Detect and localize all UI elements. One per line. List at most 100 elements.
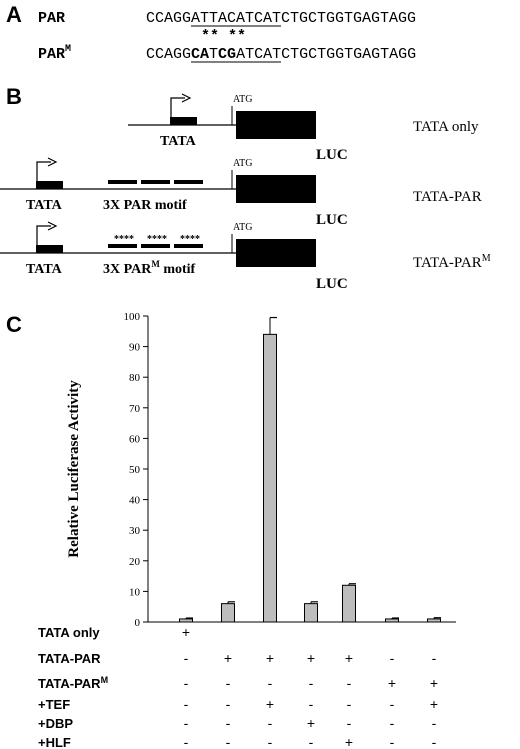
condition-mark: + xyxy=(430,696,438,712)
arrow-head-icon xyxy=(181,93,192,103)
condition-mark: - xyxy=(347,696,352,712)
condition-mark: - xyxy=(268,715,273,731)
condition-mark: - xyxy=(432,650,437,666)
condition-mark: - xyxy=(184,734,189,749)
bar xyxy=(304,603,318,623)
condition-mark: - xyxy=(309,696,314,712)
atg-label: ATG xyxy=(233,94,252,105)
condition-mark: - xyxy=(184,696,189,712)
condition-mark: - xyxy=(309,675,314,691)
condition-mark: - xyxy=(347,715,352,731)
bar xyxy=(427,618,441,623)
y-tick-label: 20 xyxy=(129,556,141,568)
atg-label: ATG xyxy=(233,222,252,233)
transcription-start-arrow xyxy=(170,97,185,117)
condition-label: +TEF xyxy=(38,697,70,712)
luc-box xyxy=(236,111,316,139)
tata-box xyxy=(170,117,197,125)
par-sequence: CCAGGATTACATCATCTGCTGGTGAGTAGG xyxy=(146,10,416,27)
bar xyxy=(342,584,356,623)
y-tick-label: 50 xyxy=(129,464,141,476)
mutation-stars: **** xyxy=(180,234,200,245)
condition-mark: - xyxy=(184,675,189,691)
transcription-start-arrow xyxy=(36,225,51,245)
condition-mark: - xyxy=(390,696,395,712)
y-tick-label: 10 xyxy=(129,586,141,598)
y-tick-label: 90 xyxy=(129,342,141,354)
condition-mark: + xyxy=(266,650,274,666)
bar xyxy=(221,603,235,623)
condition-table: TATA only + TATA-PAR - + + + + - - TATA-PARM - - - - - +… xyxy=(38,624,438,749)
parm-motif-bar xyxy=(108,244,137,248)
y-tick-label: 70 xyxy=(129,403,141,415)
condition-mark: + xyxy=(266,696,274,712)
construct-name: TATA-PARM xyxy=(413,253,491,271)
y-tick-label: 30 xyxy=(129,525,141,537)
construct-tata-only: TATA ATG LUC TATA only xyxy=(128,93,479,163)
condition-label: +DBP xyxy=(38,716,73,731)
arrow-head-icon xyxy=(47,221,58,231)
motif-label: 3X PARM motif xyxy=(103,259,196,277)
panel-a-letter: A xyxy=(6,2,22,27)
condition-mark: - xyxy=(347,675,352,691)
luc-label: LUC xyxy=(316,212,348,228)
condition-label: +HLF xyxy=(38,735,71,749)
panel-b-letter: B xyxy=(6,84,22,109)
y-ticks: 0 10 20 30 40 50 60 70 80 90 100 xyxy=(124,311,148,629)
condition-mark: - xyxy=(268,675,273,691)
luc-box xyxy=(236,239,316,267)
panel-c-letter: C xyxy=(6,312,22,337)
condition-mark: + xyxy=(345,734,353,749)
arrow-head-icon xyxy=(47,157,58,167)
condition-mark: - xyxy=(390,715,395,731)
parm-label: PARM xyxy=(38,44,71,63)
tata-box xyxy=(36,245,63,253)
condition-mark: - xyxy=(226,715,231,731)
condition-label: TATA-PAR xyxy=(38,651,101,666)
bars xyxy=(179,316,441,623)
condition-mark: - xyxy=(226,675,231,691)
tata-label: TATA xyxy=(26,198,63,213)
mutation-stars: ** ** xyxy=(201,28,246,45)
luc-box xyxy=(236,175,316,203)
tata-label: TATA xyxy=(26,262,63,277)
condition-mark: + xyxy=(430,675,438,691)
construct-name: TATA-PAR xyxy=(413,189,482,205)
condition-mark: + xyxy=(182,624,190,640)
y-tick-label: 60 xyxy=(129,433,141,445)
condition-mark: + xyxy=(307,715,315,731)
condition-mark: + xyxy=(224,650,232,666)
par-label: PAR xyxy=(38,10,65,27)
y-tick-label: 80 xyxy=(129,372,141,384)
luc-label: LUC xyxy=(316,147,348,163)
condition-mark: - xyxy=(309,734,314,749)
condition-mark: - xyxy=(184,650,189,666)
condition-mark: + xyxy=(388,675,396,691)
condition-mark: - xyxy=(268,734,273,749)
y-tick-label: 0 xyxy=(135,617,141,629)
luc-label: LUC xyxy=(316,276,348,292)
condition-label: TATA-PARM xyxy=(38,675,108,691)
condition-label: TATA only xyxy=(38,625,100,640)
motif-label: 3X PAR motif xyxy=(103,198,187,213)
construct-name: TATA only xyxy=(413,119,479,135)
condition-mark: + xyxy=(345,650,353,666)
mutation-stars: **** xyxy=(147,234,167,245)
bar xyxy=(385,618,399,623)
condition-mark: - xyxy=(226,734,231,749)
parm-sequence: CCAGGCATCGATCATCTGCTGGTGAGTAGG xyxy=(146,46,416,63)
luciferase-chart: 0 10 20 30 40 50 60 70 80 90 100 Relative Lucifera… xyxy=(66,311,456,629)
y-tick-label: 40 xyxy=(129,495,141,507)
condition-mark: - xyxy=(390,734,395,749)
tata-label: TATA xyxy=(160,134,197,149)
atg-label: ATG xyxy=(233,158,252,169)
transcription-start-arrow xyxy=(36,161,51,181)
condition-mark: - xyxy=(432,715,437,731)
par-motif-bar xyxy=(108,180,137,184)
mutation-stars: **** xyxy=(114,234,134,245)
construct-tata-par: TATA 3X PAR motif ATG LUC TATA-PAR xyxy=(0,157,482,228)
y-axis-label: Relative Luciferase Activity xyxy=(66,380,82,558)
y-tick-label: 100 xyxy=(124,311,141,323)
parm-motif-bar xyxy=(141,244,170,248)
